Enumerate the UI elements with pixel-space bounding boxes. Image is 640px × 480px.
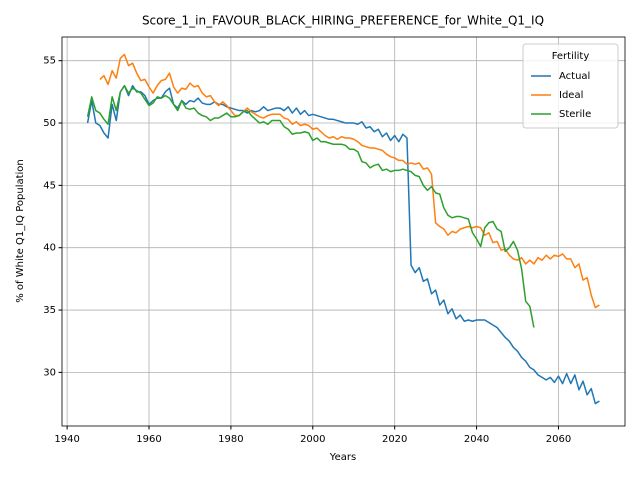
y-tick-label: 35 xyxy=(43,305,56,316)
line-series xyxy=(86,84,600,405)
x-tick-label: 2040 xyxy=(464,434,489,445)
legend-label: Sterile xyxy=(559,109,591,120)
plot-frame xyxy=(61,36,626,427)
y-tick-label: 50 xyxy=(43,118,56,129)
legend-title: Fertility xyxy=(552,51,590,62)
y-tick-label: 45 xyxy=(43,180,56,191)
chart-title: Score_1_in_FAVOUR_BLACK_HIRING_PREFERENC… xyxy=(142,14,544,28)
x-tick-label: 1940 xyxy=(54,434,79,445)
line-series xyxy=(86,84,535,328)
legend-box xyxy=(522,43,619,129)
legend: Fertility Actual Ideal Sterile xyxy=(522,43,619,129)
x-tick-label: 1960 xyxy=(136,434,161,445)
legend-label: Actual xyxy=(559,71,590,82)
line-series xyxy=(99,53,600,309)
x-tick-label: 2020 xyxy=(382,434,407,445)
y-tick-label: 55 xyxy=(43,56,56,67)
y-tick-label: 40 xyxy=(43,243,56,254)
x-tick-label: 2000 xyxy=(300,434,325,445)
y-tick-label: 30 xyxy=(43,367,56,378)
x-axis-label: Years xyxy=(329,452,356,463)
y-axis-label: % of White Q1_IQ Population xyxy=(15,159,26,303)
x-tick-label: 2060 xyxy=(546,434,571,445)
x-tick-label: 1980 xyxy=(218,434,243,445)
legend-label: Ideal xyxy=(559,90,583,101)
